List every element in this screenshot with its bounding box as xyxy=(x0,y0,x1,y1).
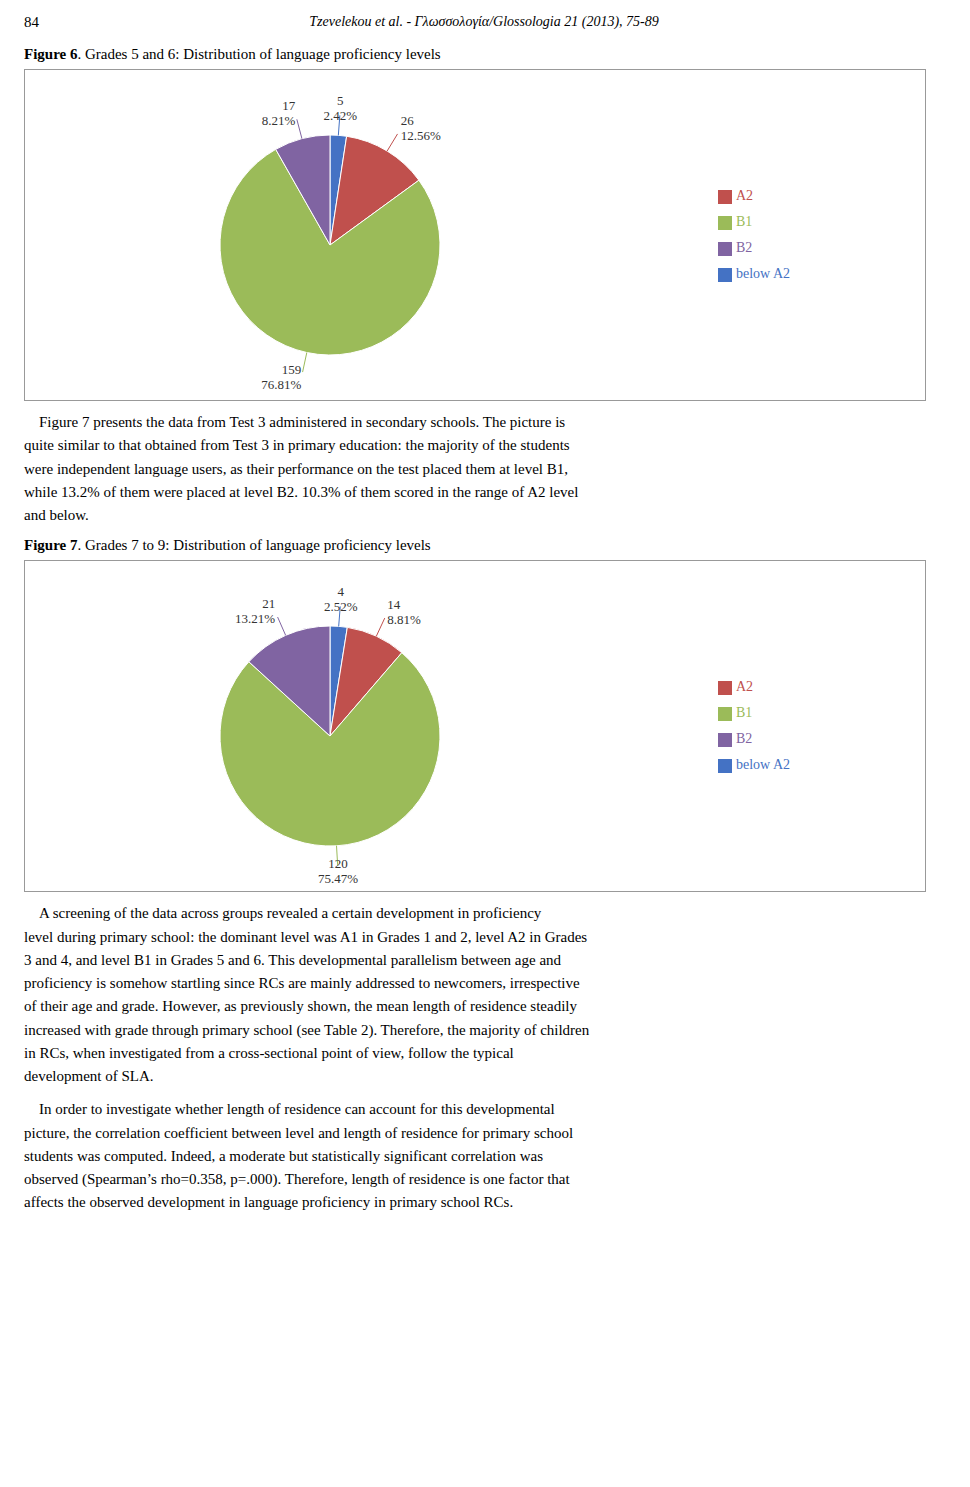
html-text:B2: B2 xyxy=(735,731,753,747)
html-text:B1: B1 xyxy=(735,705,753,721)
html-text:A2: A2 xyxy=(735,679,754,695)
html-text:Figure 7 presents the data fro: Figure 7 presents the data from Test 3 a… xyxy=(24,414,579,523)
svg-text:42.52%: 42.52% xyxy=(324,585,358,615)
html-text:Figure 6. Grades 5 and 6: Dist: Figure 6. Grades 5 and 6: Distribution o… xyxy=(24,46,441,62)
svg-text:148.81%: 148.81% xyxy=(387,597,421,627)
html-text:below A2: below A2 xyxy=(735,757,790,773)
svg-text:12075.47%: 12075.47% xyxy=(318,856,358,886)
html-text:A screening of the data across: A screening of the data across groups re… xyxy=(24,905,590,1084)
svg-text:2113.21%: 2113.21% xyxy=(235,596,275,626)
html-text:Tzevelekou et al. - Γλωσσολογί: Tzevelekou et al. - Γλωσσολογία/Glossolo… xyxy=(309,14,659,29)
html-text:B2: B2 xyxy=(735,240,753,255)
svg-text:178.21%: 178.21% xyxy=(262,98,296,128)
svg-text:2612.56%: 2612.56% xyxy=(401,113,441,143)
html-text:A2: A2 xyxy=(735,188,754,203)
html-text:84: 84 xyxy=(24,13,39,30)
svg-text:52.42%: 52.42% xyxy=(324,93,358,123)
html-text:In order to investigate whethe: In order to investigate whether length o… xyxy=(24,1101,574,1211)
html-text:Figure 7. Grades 7 to 9: Distr: Figure 7. Grades 7 to 9: Distribution of… xyxy=(24,537,431,554)
svg-text:15976.81%: 15976.81% xyxy=(261,362,301,392)
html-text:below A2: below A2 xyxy=(735,266,790,281)
html-text:B1: B1 xyxy=(735,214,753,229)
